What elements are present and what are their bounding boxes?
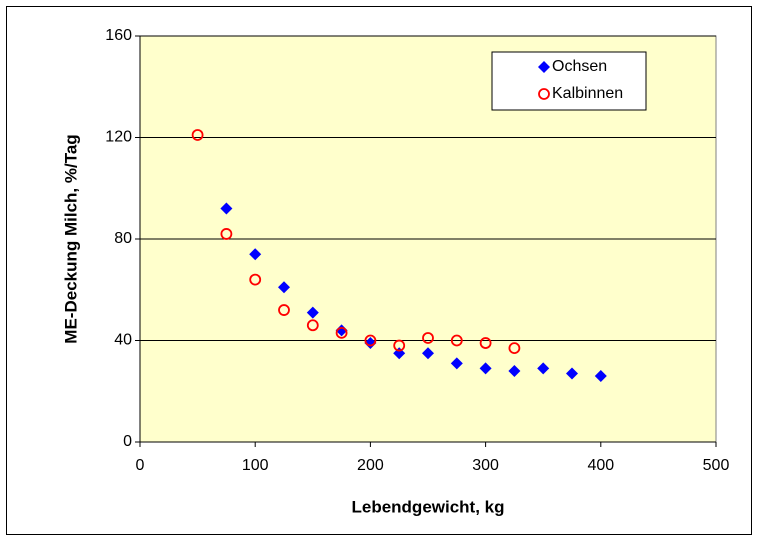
legend-marker [538, 88, 550, 100]
data-point [278, 304, 290, 316]
data-point [249, 273, 262, 286]
data-point [364, 337, 377, 350]
data-point [508, 364, 521, 377]
x-tick-label: 400 [587, 457, 614, 474]
x-tick-label: 200 [357, 457, 384, 474]
data-point [594, 370, 607, 383]
data-point [306, 306, 319, 319]
x-axis-label: Lebendgewicht, kg [351, 497, 504, 516]
data-point [220, 228, 233, 240]
data-point [278, 281, 290, 294]
y-tick-label: 80 [114, 230, 132, 247]
data-point [479, 362, 492, 375]
data-point [364, 334, 377, 347]
data-point [335, 326, 348, 339]
x-tick-label: 500 [703, 457, 730, 474]
data-point [393, 339, 406, 352]
x-tick-label: 300 [472, 457, 499, 474]
data-point [537, 362, 550, 375]
y-tick-label: 40 [114, 332, 132, 349]
y-tick-label: 160 [105, 27, 132, 44]
legend-label: Ochsen [552, 58, 607, 75]
x-tick-label: 100 [242, 457, 269, 474]
data-point [335, 324, 348, 337]
data-point [191, 129, 204, 141]
y-tick-label: 120 [105, 129, 132, 146]
data-point [450, 357, 463, 370]
data-point [249, 248, 262, 261]
data-point [422, 347, 434, 360]
legend-marker [538, 61, 550, 73]
legend-box [491, 51, 647, 111]
x-tick-label: 0 [136, 457, 145, 474]
legend-label: Kalbinnen [552, 85, 623, 102]
data-point [306, 319, 319, 332]
y-tick-label: 0 [123, 433, 132, 450]
data-point [566, 367, 578, 380]
data-point [508, 342, 521, 355]
data-point [422, 332, 434, 344]
data-point [220, 202, 233, 215]
y-axis-label: ME-Deckung Milch, %/Tag [61, 134, 80, 343]
data-point [450, 334, 463, 347]
data-point [479, 337, 492, 349]
